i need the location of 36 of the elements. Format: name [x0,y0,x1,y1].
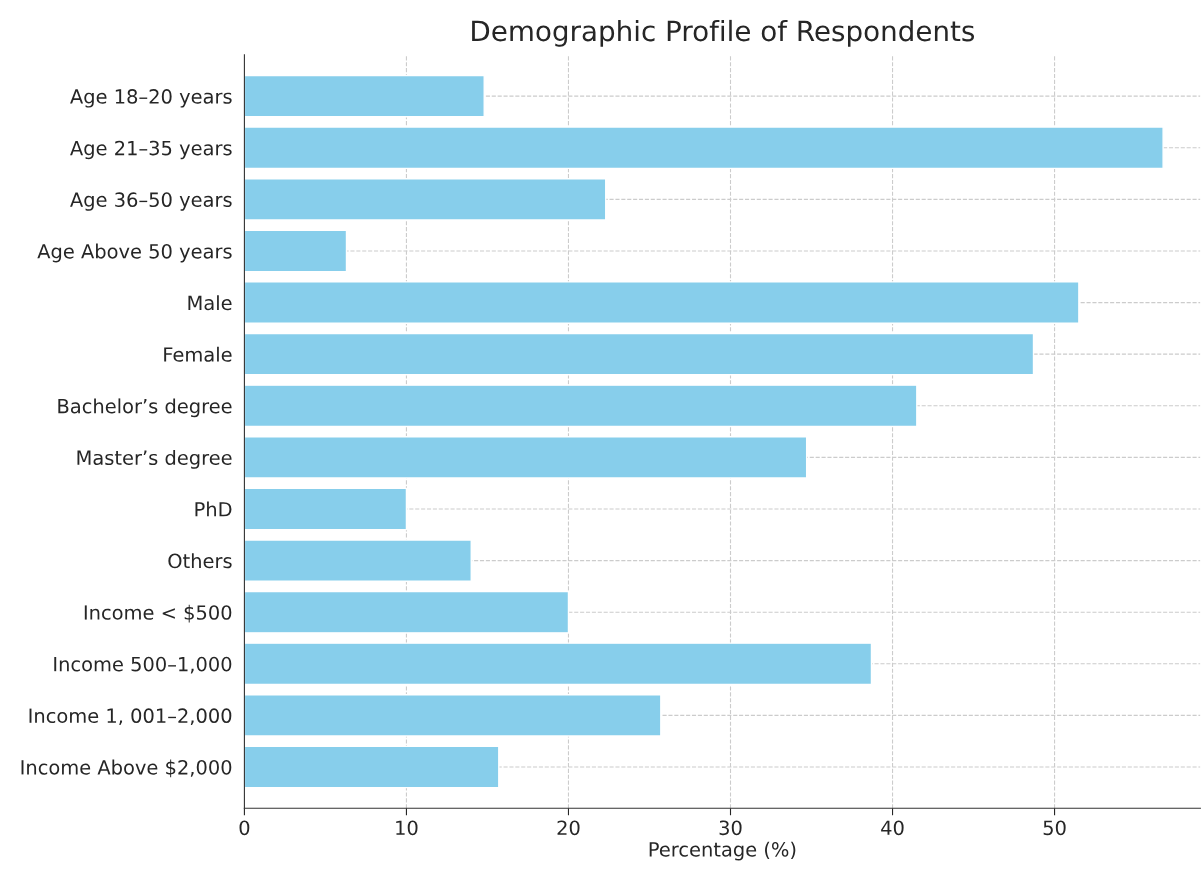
y-tick-label: Age 21–35 years [70,140,232,160]
bar [244,281,1080,324]
x-axis-title: Percentage (%) [649,841,796,861]
y-tick-label: Age 18–20 years [70,89,232,108]
bar [244,178,607,221]
bar [244,229,348,273]
bar [244,384,918,428]
bar [244,74,485,118]
y-tick-label: Female [164,346,232,362]
y-tick-label: Income Above $2,000 [21,759,232,778]
x-tick-label: 40 [881,820,904,836]
y-tick-label: Master’s degree [77,449,232,469]
x-tick-label: 10 [396,820,418,836]
bar [244,642,873,686]
y-tick-label: Male [188,295,232,311]
y-tick-label: PhD [195,501,232,517]
bar [244,126,1164,170]
y-tick-label: Age Above 50 years [37,243,232,263]
y-tick-label: Income < $500 [84,604,232,623]
y-tick-label: Age 36–50 years [70,192,232,211]
y-tick-label: Income 1, 001–2,000 [29,708,232,726]
x-tick-label: 20 [557,820,580,836]
bar [244,694,662,737]
bar [244,745,500,789]
bar [244,436,808,479]
x-tick-label: 50 [1043,820,1066,836]
bar [244,590,570,634]
bar [244,539,472,582]
y-tick-label: Bachelor’s degree [58,398,232,418]
bar [244,332,1035,376]
chart-title: Demographic Profile of Respondents [472,19,975,47]
y-tick-label: Income 500–1,000 [54,656,232,674]
y-tick-label: Others [168,553,232,569]
bar [244,487,408,531]
x-tick-label: 0 [239,820,250,836]
x-tick-label: 30 [719,820,742,836]
